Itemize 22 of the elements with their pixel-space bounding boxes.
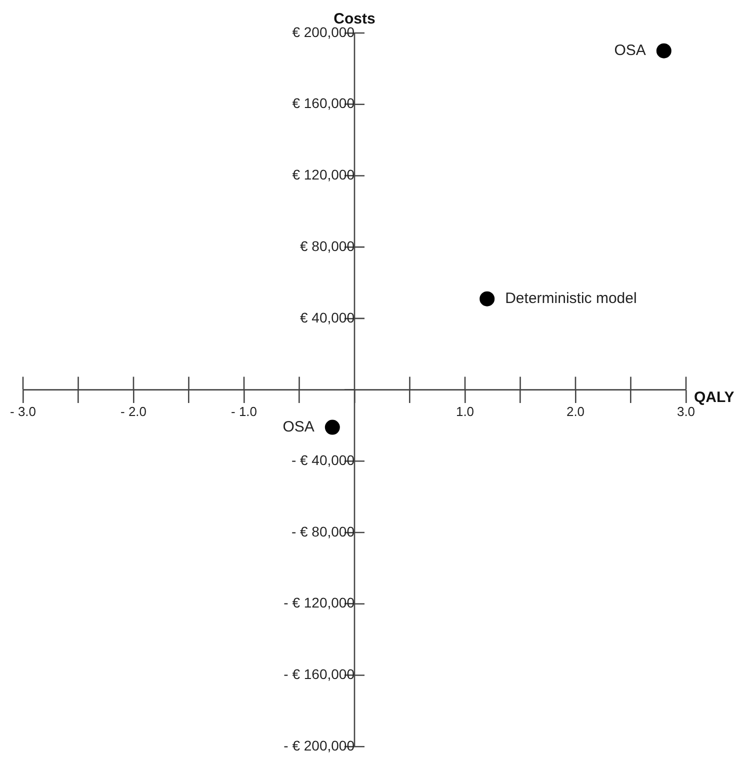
y-tick-label: - € 40,000 — [291, 452, 355, 468]
x-tick-label: 3.0 — [676, 404, 696, 420]
y-tick-label: - € 120,000 — [284, 594, 355, 611]
x-tick-label: - 1.0 — [230, 404, 258, 420]
annotation: Deterministic model — [505, 290, 637, 307]
x-tick-label: 2.0 — [566, 404, 585, 420]
annotation: OSA — [282, 418, 314, 436]
y-tick-label: € 160,000 — [292, 95, 355, 112]
y-tick-label: - € 80,000 — [291, 523, 355, 540]
x-tick-label: 1.0 — [456, 404, 474, 420]
y-tick-label: € 80,000 — [300, 238, 355, 254]
y-tick-label: € 40,000 — [300, 309, 355, 326]
y-tick-label: € 120,000 — [292, 166, 355, 183]
point — [324, 420, 340, 435]
x-tick-label: - 2.0 — [120, 404, 147, 420]
annotation: OSA — [614, 42, 646, 59]
y-tick-label: - € 160,000 — [284, 666, 355, 682]
point — [480, 291, 495, 306]
x-axis-title: QALY — [694, 388, 734, 406]
y-tick-label: - € 200,000 — [284, 737, 355, 754]
x-tick-label: - 3.0 — [10, 404, 36, 420]
point — [656, 43, 672, 58]
